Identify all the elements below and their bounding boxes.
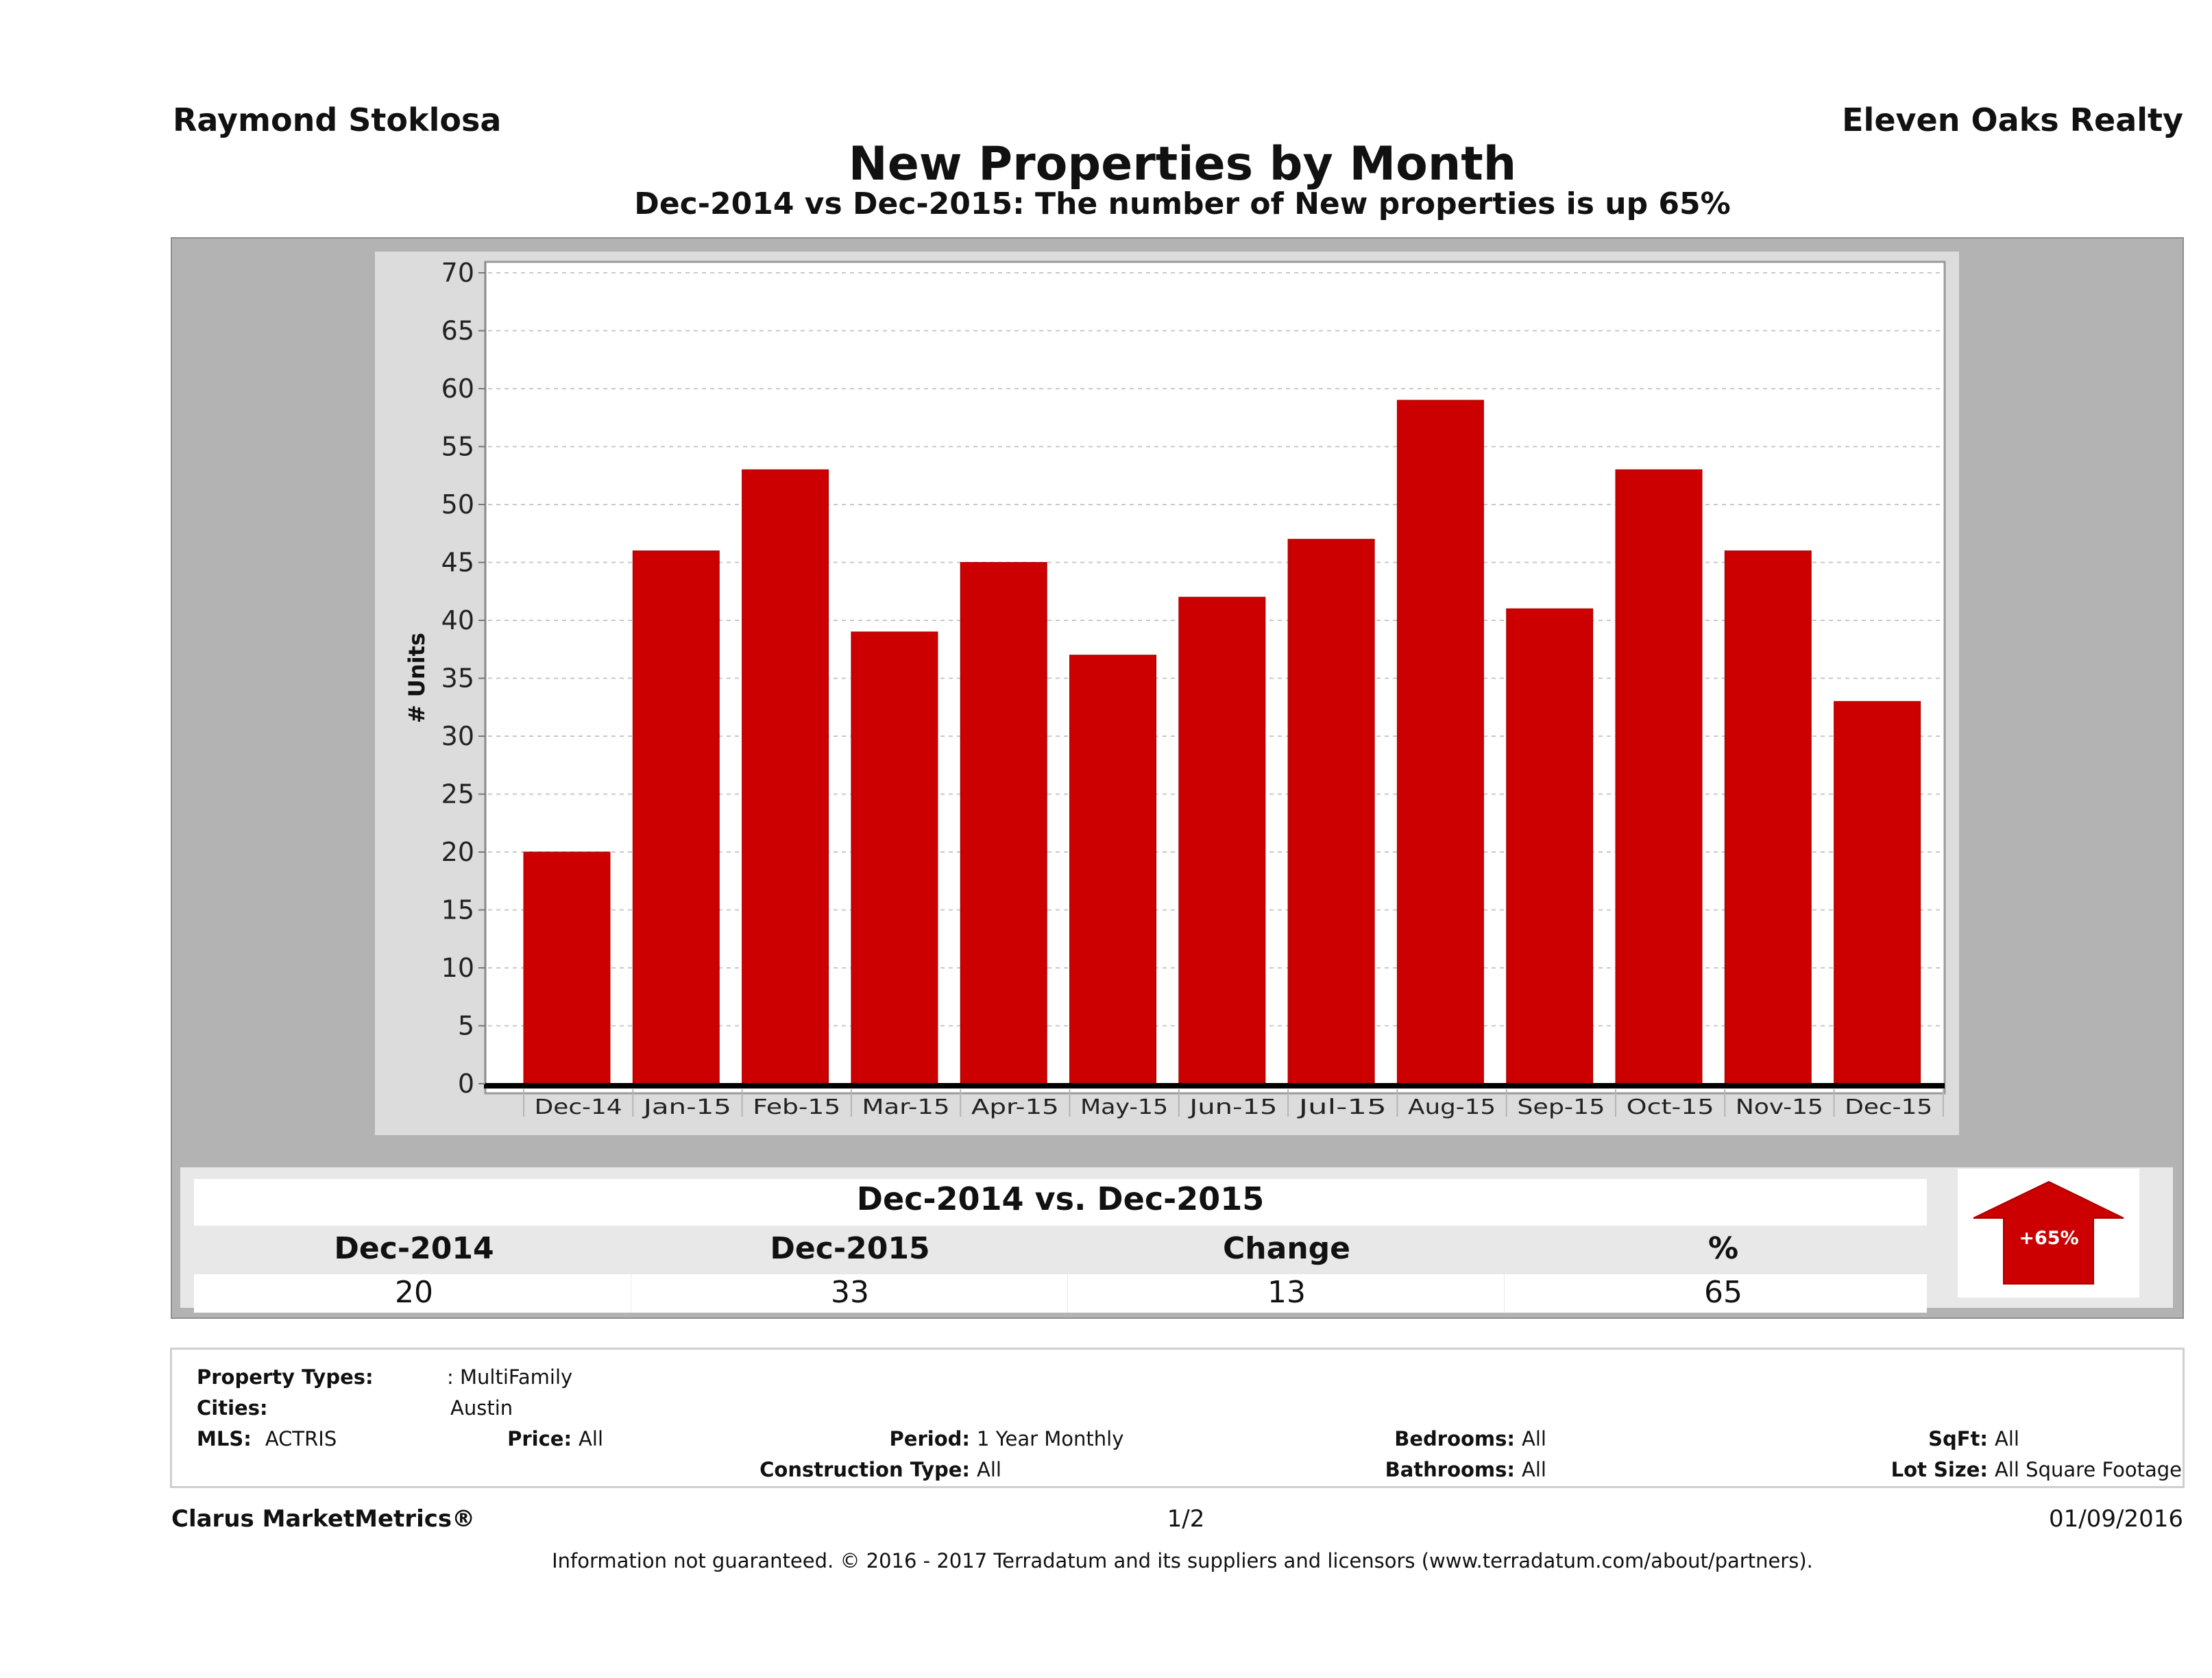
criteria-bedrooms: Bedrooms: All — [1302, 1426, 1559, 1452]
product-name: Clarus MarketMetrics® — [171, 1505, 476, 1533]
criteria-cities: Cities: Austin — [197, 1395, 513, 1421]
bar-nov-15 — [1724, 550, 1812, 1084]
y-tick-label: 65 — [441, 316, 474, 346]
bar-aug-15 — [1396, 400, 1484, 1084]
bar-oct-15 — [1615, 469, 1703, 1084]
x-tick-label: Dec-14 — [535, 1095, 622, 1119]
x-tick-label: Dec-15 — [1845, 1095, 1932, 1119]
bar-jun-15 — [1178, 596, 1266, 1084]
x-tick-label: Feb-15 — [753, 1095, 840, 1119]
bar-sep-15 — [1506, 608, 1594, 1084]
summary-value-change: 13 — [1267, 1275, 1306, 1310]
bar-dec-15 — [1834, 701, 1921, 1084]
bar-may-15 — [1069, 655, 1156, 1084]
price-label: Price: — [507, 1427, 572, 1450]
price-value: All — [579, 1427, 603, 1450]
x-tick-label: Jun-15 — [1188, 1095, 1278, 1119]
summary-header-change: Change — [1223, 1231, 1350, 1266]
x-tick-label: Mar-15 — [862, 1095, 950, 1119]
summary-value-row — [194, 1274, 1927, 1313]
y-tick-label: 50 — [441, 489, 474, 520]
x-tick-label: May-15 — [1080, 1095, 1168, 1119]
report-subtitle: Dec-2014 vs Dec-2015: The number of New … — [634, 186, 1731, 221]
bedrooms-label: Bedrooms: — [1394, 1427, 1515, 1450]
y-tick-label: 20 — [441, 837, 474, 867]
sqft-value: All — [1995, 1427, 2019, 1450]
criteria-sqft: SqFt: All — [1816, 1426, 2019, 1452]
change-badge-label: +65% — [2019, 1228, 2078, 1249]
y-tick-label: 70 — [441, 258, 474, 288]
report-title: New Properties by Month — [848, 137, 1517, 191]
disclaimer: Information not guaranteed. © 2016 - 201… — [552, 1549, 1813, 1572]
bar-apr-15 — [960, 562, 1047, 1084]
sqft-label: SqFt: — [1928, 1427, 1988, 1450]
period-label: Period: — [889, 1427, 970, 1450]
summary-value-percent: 65 — [1704, 1275, 1742, 1310]
y-tick-label: 40 — [441, 605, 474, 635]
criteria-box — [170, 1348, 2185, 1488]
criteria-period: Period: 1 Year Monthly — [843, 1426, 1124, 1452]
summary-value-dec-2014: 20 — [395, 1275, 433, 1310]
criteria-lot-size: Lot Size: All Square Footage — [1816, 1457, 2182, 1483]
column-divider — [1504, 1274, 1505, 1313]
x-tick-label: Jul-15 — [1297, 1095, 1387, 1119]
page-number: 1/2 — [1167, 1505, 1205, 1533]
mls-value: ACTRIS — [265, 1427, 337, 1450]
y-tick-label: 15 — [441, 895, 474, 925]
construction-type-label: Construction Type: — [759, 1458, 970, 1481]
bathrooms-label: Bathrooms: — [1385, 1458, 1515, 1481]
x-tick-label: Jan-15 — [642, 1095, 731, 1119]
summary-value-dec-2015: 33 — [831, 1275, 869, 1310]
construction-type-value: All — [977, 1458, 1001, 1481]
x-tick-label: Oct-15 — [1627, 1095, 1714, 1119]
summary-title: Dec-2014 vs. Dec-2015 — [856, 1180, 1265, 1217]
y-tick-label: 10 — [441, 953, 474, 983]
bedrooms-value: All — [1522, 1427, 1546, 1450]
brokerage-name: Eleven Oaks Realty — [1842, 101, 2183, 138]
y-tick-label: 0 — [458, 1069, 474, 1099]
y-tick-label: 5 — [458, 1011, 474, 1041]
criteria-mls: MLS: ACTRIS — [197, 1426, 337, 1452]
bar-jan-15 — [632, 550, 720, 1084]
bar-jul-15 — [1287, 539, 1375, 1084]
summary-title-row — [194, 1179, 1927, 1226]
y-tick-label: 60 — [441, 374, 474, 404]
report-date: 01/09/2016 — [2049, 1505, 2183, 1533]
y-tick-label: 25 — [441, 779, 474, 810]
criteria-construction-type: Construction Type: All — [706, 1457, 1001, 1483]
bar-feb-15 — [742, 469, 829, 1084]
column-divider — [1067, 1274, 1068, 1313]
agent-name: Raymond Stoklosa — [173, 101, 502, 138]
lot-size-label: Lot Size: — [1891, 1458, 1988, 1481]
bar-chart: 0 5 10 15 20 25 30 35 40 45 50 55 60 65 70 Dec-14 Jan-1… — [404, 258, 1946, 1119]
y-tick-label: 55 — [441, 432, 474, 462]
bar-mar-15 — [851, 631, 938, 1084]
property-types-value: : MultiFamily — [447, 1365, 573, 1389]
x-tick-label: Sep-15 — [1517, 1095, 1605, 1119]
y-tick-label: 30 — [441, 721, 474, 751]
y-tick-label: 45 — [441, 548, 474, 578]
y-axis-label: # Units — [404, 633, 430, 723]
mls-label: MLS: — [197, 1427, 252, 1450]
cities-label: Cities: — [197, 1396, 268, 1420]
summary-header-dec-2015: Dec-2015 — [770, 1231, 930, 1266]
x-tick-label: Apr-15 — [971, 1095, 1059, 1119]
criteria-bathrooms: Bathrooms: All — [1302, 1457, 1559, 1483]
criteria-property-types: Property Types: : MultiFamily — [197, 1364, 572, 1390]
bar-dec-14 — [523, 851, 611, 1084]
bathrooms-value: All — [1522, 1458, 1546, 1481]
x-tick-label: Nov-15 — [1736, 1095, 1823, 1119]
summary-header-dec-2014: Dec-2014 — [334, 1231, 494, 1266]
criteria-price: Price: All — [384, 1426, 603, 1452]
period-value: 1 Year Monthly — [977, 1427, 1124, 1450]
cities-value: Austin — [450, 1396, 513, 1420]
y-tick-label: 35 — [441, 664, 474, 694]
lot-size-value: All Square Footage — [1995, 1458, 2183, 1481]
property-types-label: Property Types: — [197, 1365, 374, 1389]
up-arrow-icon: +65% — [1973, 1180, 2124, 1285]
summary-header-percent: % — [1707, 1231, 1739, 1266]
x-tick-label: Aug-15 — [1408, 1095, 1496, 1119]
